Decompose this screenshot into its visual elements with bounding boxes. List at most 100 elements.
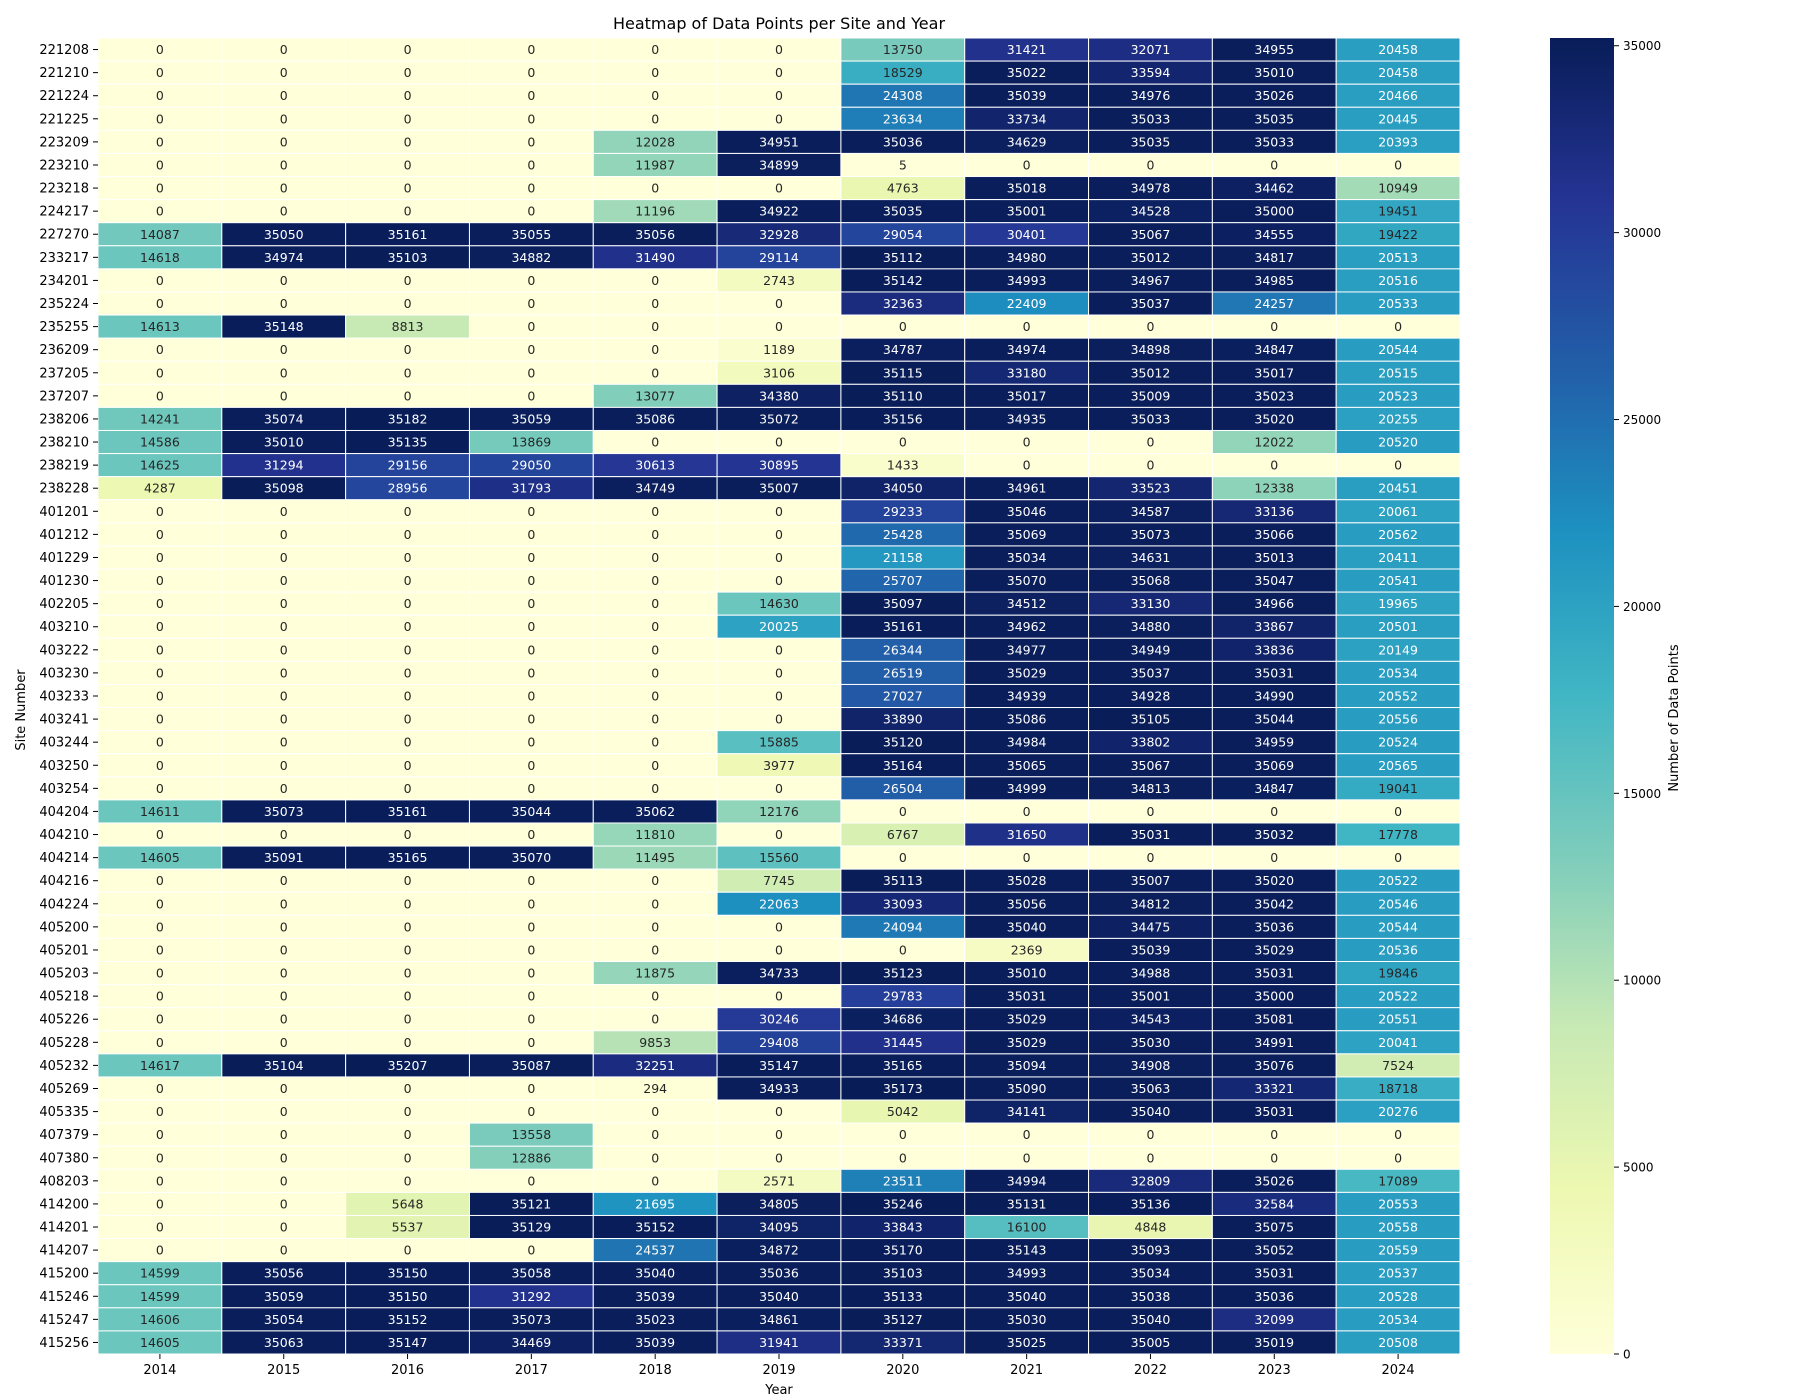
cell-value-label: 34817 <box>1254 250 1294 265</box>
colorbar: 0 5000 10000 15000 20000 25000 30000 35000 <box>1550 38 1661 1362</box>
y-tick-label: 401201 <box>39 505 89 520</box>
cell-value-label: 0 <box>156 111 164 126</box>
cell-value-label: 0 <box>280 758 288 773</box>
cell-value-label: 0 <box>775 942 783 957</box>
cell-value-label: 35054 <box>264 1312 304 1327</box>
cell-value-label: 0 <box>280 689 288 704</box>
cell-value-label: 0 <box>527 619 535 634</box>
cell-value-label: 29156 <box>388 458 428 473</box>
cell-value-label: 35055 <box>511 227 551 242</box>
cell-value-label: 0 <box>775 435 783 450</box>
cell-value-label: 19451 <box>1378 204 1418 219</box>
cell-value-label: 35081 <box>1254 1012 1294 1027</box>
cell-value-label: 34966 <box>1254 596 1294 611</box>
cell-value-label: 29050 <box>511 458 551 473</box>
cell-value-label: 12176 <box>759 804 799 819</box>
cell-value-label: 14613 <box>140 319 180 334</box>
cell-value-label: 0 <box>1394 804 1402 819</box>
cell-value-label: 34475 <box>1131 919 1171 934</box>
cell-value-label: 0 <box>156 619 164 634</box>
cell-value-label: 35143 <box>1007 1243 1047 1258</box>
y-tick-label: 405218 <box>39 990 89 1005</box>
cell-value-label: 0 <box>156 527 164 542</box>
cell-value-label: 0 <box>527 1035 535 1050</box>
cell-value-label: 35010 <box>264 435 304 450</box>
cell-value-label: 20537 <box>1378 1266 1418 1281</box>
cell-value-label: 35161 <box>883 619 923 634</box>
x-tick-label: 2023 <box>1258 1363 1291 1378</box>
cell-value-label: 35039 <box>1007 88 1047 103</box>
cell-value-label: 0 <box>404 1104 412 1119</box>
cell-value-label: 15560 <box>759 850 799 865</box>
cell-value-label: 0 <box>651 42 659 57</box>
cell-value-label: 1433 <box>887 458 919 473</box>
cell-value-label: 21695 <box>635 1196 675 1211</box>
cell-value-label: 31292 <box>511 1289 551 1304</box>
cell-value-label: 20528 <box>1378 1289 1418 1304</box>
cell-value-label: 35044 <box>1254 712 1294 727</box>
cell-value-label: 35070 <box>511 850 551 865</box>
cell-value-label: 0 <box>899 942 907 957</box>
colorbar-gradient <box>1550 38 1614 1354</box>
cell-value-label: 35050 <box>264 227 304 242</box>
cell-value-label: 0 <box>775 781 783 796</box>
cell-value-label: 35031 <box>1131 827 1171 842</box>
cell-value-label: 35142 <box>883 273 923 288</box>
cell-value-label: 0 <box>775 573 783 588</box>
cell-value-label: 34555 <box>1254 227 1294 242</box>
cell-value-label: 12886 <box>511 1150 551 1165</box>
cell-value-label: 35170 <box>883 1243 923 1258</box>
cell-value-label: 4287 <box>144 481 176 496</box>
y-tick-label: 414200 <box>39 1197 89 1212</box>
cell-value-label: 34629 <box>1007 134 1047 149</box>
cell-value-label: 0 <box>404 111 412 126</box>
cell-value-label: 35040 <box>635 1266 675 1281</box>
cell-value-label: 35131 <box>1007 1196 1047 1211</box>
cell-value-label: 35123 <box>883 966 923 981</box>
cell-value-label: 11495 <box>635 850 675 865</box>
cell-value-label: 0 <box>527 712 535 727</box>
x-tick-label: 2020 <box>886 1363 919 1378</box>
cell-value-label: 0 <box>404 989 412 1004</box>
cell-value-label: 0 <box>404 1150 412 1165</box>
cell-value-label: 294 <box>643 1081 667 1096</box>
cell-value-label: 31445 <box>883 1035 923 1050</box>
y-tick-label: 227270 <box>39 228 89 243</box>
cell-value-label: 0 <box>280 989 288 1004</box>
cell-value-label: 35066 <box>1254 527 1294 542</box>
cell-value-label: 0 <box>156 1196 164 1211</box>
cell-value-label: 0 <box>404 966 412 981</box>
cell-value-label: 35086 <box>635 411 675 426</box>
cell-value-label: 0 <box>527 642 535 657</box>
cell-value-label: 0 <box>280 873 288 888</box>
cell-value-label: 0 <box>156 596 164 611</box>
cell-value-label: 35019 <box>1254 1335 1294 1350</box>
cell-value-label: 5537 <box>392 1220 424 1235</box>
cell-value-label: 35056 <box>264 1266 304 1281</box>
cell-value-label: 34976 <box>1131 88 1171 103</box>
cell-value-label: 35031 <box>1254 665 1294 680</box>
cell-value-label: 35028 <box>1007 873 1047 888</box>
colorbar-tick-label: 30000 <box>1623 226 1661 240</box>
cell-value-label: 34977 <box>1007 642 1047 657</box>
cell-value-label: 0 <box>527 65 535 80</box>
cell-value-label: 0 <box>1394 850 1402 865</box>
cell-value-label: 35133 <box>883 1289 923 1304</box>
cell-value-label: 11987 <box>635 157 675 172</box>
cell-value-label: 0 <box>280 1104 288 1119</box>
cell-value-label: 35059 <box>511 411 551 426</box>
y-axis-ticks: 221208 221210 221224 221225 223209 223210 2232… <box>39 43 98 1351</box>
cell-value-label: 14087 <box>140 227 180 242</box>
cell-value-label: 31490 <box>635 250 675 265</box>
cell-value-label: 35020 <box>1254 873 1294 888</box>
cell-value-label: 35018 <box>1007 181 1047 196</box>
cell-value-label: 0 <box>280 827 288 842</box>
cell-value-label: 0 <box>156 1220 164 1235</box>
cell-value-label: 0 <box>651 989 659 1004</box>
cell-value-label: 20393 <box>1378 134 1418 149</box>
cell-value-label: 35036 <box>1254 1289 1294 1304</box>
y-tick-label: 235255 <box>39 320 89 335</box>
y-tick-label: 403254 <box>39 782 89 797</box>
cell-value-label: 0 <box>156 365 164 380</box>
cell-value-label: 0 <box>404 42 412 57</box>
